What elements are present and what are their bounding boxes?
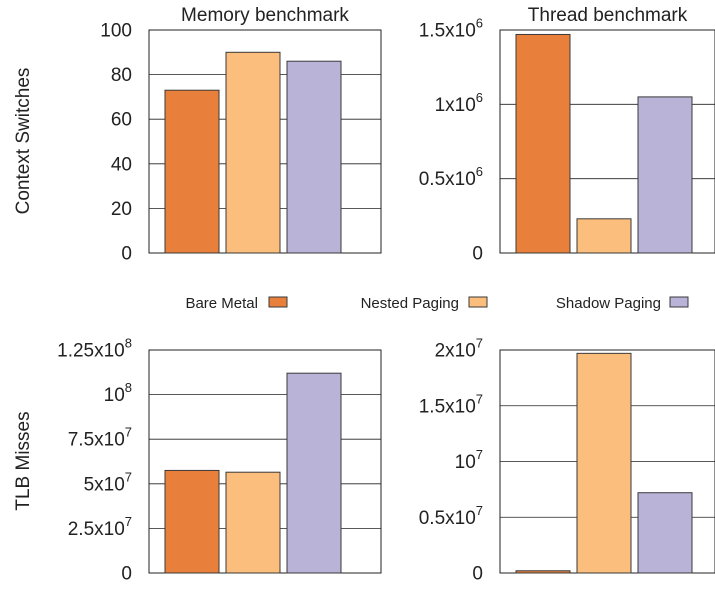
legend-swatch [468,296,488,308]
chart-panel-3: 0 2.5x107 5x107 7.5x107 108 1.25x108 [57,336,382,585]
y-tick-label: 5x107 [84,469,132,495]
y-axis-label: TLB Misses [13,411,34,510]
chart-title: Thread benchmark [528,5,688,26]
y-tick-label: 60 [111,110,132,131]
y-tick-label: 108 [104,380,132,406]
y-axis-label: Context Switches [13,68,34,215]
y-tick-label: 0.5x107 [419,503,483,529]
chart-panel-4: 0 0.5x107 107 1.5x107 2x107 [419,336,715,585]
y-tick-label: 40 [111,154,132,175]
bar-bare-metal [164,469,220,574]
chart-title: Memory benchmark [181,5,349,26]
bar-nested-paging [225,471,281,574]
legend-label: Nested Paging [361,295,459,312]
bar-shadow-paging [637,96,693,254]
bar-nested-paging [576,218,632,254]
y-tick-label: 7.5x107 [68,425,132,451]
legend-label: Bare Metal [185,295,258,312]
y-tick-label: 0 [121,564,132,585]
bar-bare-metal [164,89,220,254]
y-tick-label: 1.5x106 [419,16,483,42]
y-tick-label: 100 [100,21,132,42]
bar-shadow-paging [286,60,342,254]
bar-bare-metal [515,570,571,574]
y-tick-label: 0.5x106 [419,164,483,190]
chart-panel-1: 0 20 40 60 80 100 Memory benchmark [100,5,382,265]
y-tick-label: 2.5x107 [68,514,132,540]
bar-shadow-paging [637,492,693,574]
y-tick-label: 20 [111,199,132,220]
y-tick-label: 0 [472,564,483,585]
y-tick-label: 107 [455,447,483,473]
y-tick-label: 80 [111,65,132,86]
y-tick-label: 0 [472,244,483,265]
bar-shadow-paging [286,372,342,574]
bar-nested-paging [576,352,632,574]
legend-swatch [669,296,689,308]
legend-swatch [268,296,288,308]
y-tick-label: 1.25x108 [57,336,132,362]
y-tick-label: 2x107 [435,336,483,362]
y-tick-label: 1.5x107 [419,391,483,417]
bar-bare-metal [515,33,571,254]
chart-panel-2: 0 0.5x106 1x106 1.5x106 Thread benchmark [419,5,715,265]
legend-label: Shadow Paging [556,295,661,312]
legend: Bare Metal Nested Paging Shadow Paging [185,295,689,312]
y-tick-label: 1x106 [435,90,483,116]
y-tick-label: 0 [121,244,132,265]
bar-nested-paging [225,51,281,254]
